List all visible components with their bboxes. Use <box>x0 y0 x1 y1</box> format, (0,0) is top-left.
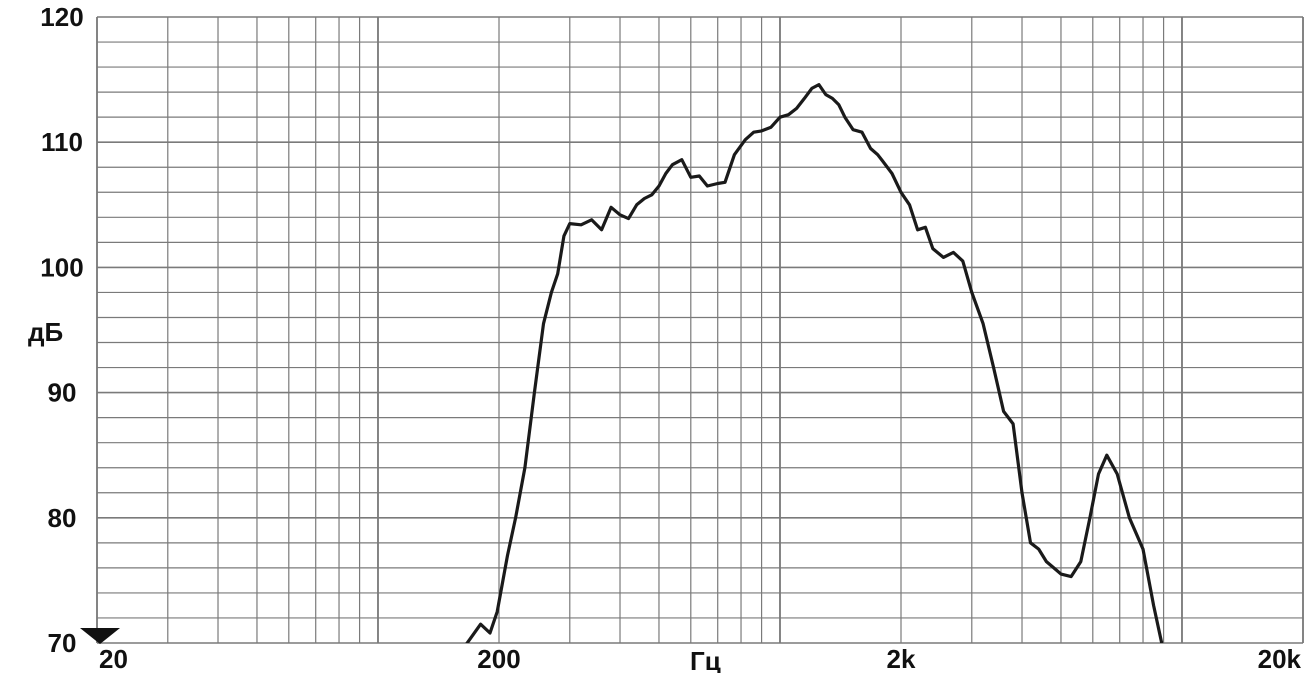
y-axis-title: дБ <box>28 317 63 347</box>
x-tick-label: 2k <box>887 644 916 673</box>
curve-layer <box>465 82 1164 643</box>
y-tick-labels: 120 110 100 90 80 70 <box>40 2 83 658</box>
x-tick-label: 20 <box>99 644 128 673</box>
response-curve-line <box>465 82 1164 643</box>
y-tick-label: 70 <box>48 628 77 658</box>
y-tick-label: 120 <box>40 2 83 32</box>
x-tick-label: 20k <box>1258 644 1302 673</box>
x-axis-title: Гц <box>690 646 721 673</box>
y-tick-label: 80 <box>48 503 77 533</box>
y-tick-label: 90 <box>48 378 77 408</box>
y-axis-marker-triangle-icon <box>80 628 120 644</box>
x-tick-labels: 20 200 2k 20k <box>99 644 1302 673</box>
x-tick-label: 200 <box>477 644 520 673</box>
y-tick-label: 110 <box>41 127 83 157</box>
vertical-grid <box>96 17 1304 643</box>
y-tick-label: 100 <box>40 252 83 282</box>
